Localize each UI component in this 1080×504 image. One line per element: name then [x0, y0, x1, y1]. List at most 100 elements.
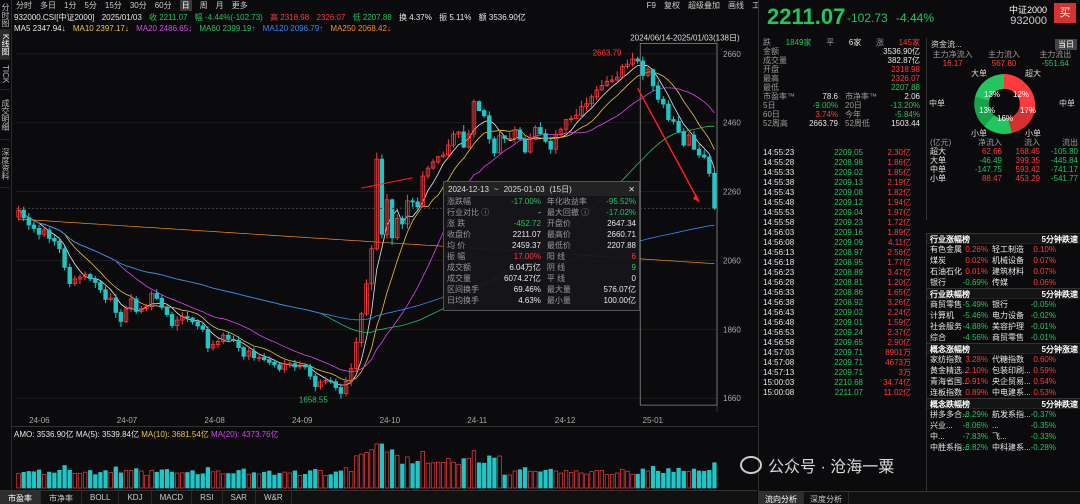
fund-col-header: 流出	[1062, 138, 1078, 147]
candle-body	[338, 387, 344, 394]
indicator-tab-7[interactable]: W&R	[256, 491, 292, 504]
volume-bar	[144, 474, 149, 489]
period-tab-1[interactable]: 多日	[40, 1, 56, 10]
watermark-text: 公众号 · 沧海一粟	[768, 459, 895, 476]
volume-bar	[374, 443, 379, 489]
sector-header[interactable]: 行业跌幅榜 5分钟跌速	[927, 288, 1080, 299]
fund-row: 中单 -147.75 593.42 -741.17	[927, 165, 1080, 174]
indicator-tab-0[interactable]: 市盈率	[0, 491, 41, 504]
sector-header[interactable]: 概念跌幅榜 5分钟跌速	[927, 398, 1080, 409]
indicator-tab-6[interactable]: SAR	[223, 491, 256, 504]
period-tab-5[interactable]: 30分	[129, 1, 147, 10]
indicator-tab-4[interactable]: MACD	[152, 491, 193, 504]
sector-header[interactable]: 行业涨幅榜 5分钟跌速	[927, 233, 1080, 244]
popup-end-date[interactable]: 2025-01-03	[503, 184, 545, 194]
period-tab-6[interactable]: 60分	[154, 1, 172, 10]
sector-row[interactable]: 青海省国... 0.91% 央企贸易... 0.54%	[927, 376, 1080, 387]
sector-name: 中电建系...	[992, 388, 1031, 397]
fund-net-label: 主力净流入	[932, 50, 973, 59]
candle-body	[661, 98, 666, 105]
sector-row[interactable]: 银行 -0.69% 传媒 0.06%	[927, 277, 1080, 288]
volume-bar	[93, 474, 98, 489]
period-tab-9[interactable]: 月	[215, 1, 224, 10]
volume-bar	[553, 470, 558, 489]
fund-today-tab[interactable]: 当日	[1055, 38, 1077, 50]
right-tab-1[interactable]: 深度分析	[804, 492, 849, 504]
tool-2[interactable]: 超级叠加	[688, 1, 720, 10]
mode-2[interactable]: TICK	[0, 60, 10, 90]
candle-body	[364, 283, 369, 315]
volume-bar	[446, 458, 451, 489]
sector-name: 央企贸易...	[992, 377, 1031, 386]
volume-bar	[574, 470, 579, 489]
volume-bar	[16, 473, 21, 489]
y-tick-label: 2460	[723, 119, 741, 128]
period-tab-3[interactable]: 5分	[84, 1, 97, 10]
range-selection-box[interactable]	[639, 43, 718, 406]
popup-value: 2459.37	[512, 241, 541, 250]
mode-1[interactable]: K线图	[0, 30, 10, 60]
mode-3[interactable]: 成交明细	[0, 90, 10, 140]
tick-price: 2209.01	[834, 318, 863, 327]
right-bottom-tabs: 流向分析 深度分析	[759, 491, 1080, 504]
indicator-tab-1[interactable]: 市净率	[41, 491, 82, 504]
sector-header[interactable]: 概念涨幅榜 5分钟涨速	[927, 343, 1080, 354]
sector-row[interactable]: 煤炭 0.02% 机械设备 0.07%	[927, 255, 1080, 266]
fund-flow-title[interactable]: 资金流...	[931, 39, 962, 49]
tick-volume: 2.90亿	[887, 338, 911, 347]
popup-label: 区间换手	[447, 285, 479, 294]
volume-bar	[482, 462, 487, 489]
range-stats-popup[interactable]: 2024-12-13 ~ 2025-01-03 (15日) ✕ 涨跌幅 -17.0…	[443, 181, 640, 311]
sector-tag: 5分钟跌速	[1041, 400, 1078, 409]
buy-button[interactable]: 买	[1054, 3, 1076, 23]
tick-row: 14:57:03 2209.71 8901万	[759, 348, 924, 358]
indicator-tab-3[interactable]: KDJ	[119, 491, 152, 504]
volume-bar	[318, 470, 323, 489]
period-tab-4[interactable]: 15分	[104, 1, 122, 10]
period-tab-10[interactable]: 更多	[231, 1, 248, 10]
period-tab-2[interactable]: 1分	[64, 1, 77, 10]
sector-row[interactable]: 中... -7.83% 飞... -0.33%	[927, 431, 1080, 442]
sector-row[interactable]: 综合 -4.56% 商贸零售 -0.01%	[927, 332, 1080, 343]
sector-row[interactable]: 社会服务 -4.88% 美容护理 -0.01%	[927, 321, 1080, 332]
indicator-tab-2[interactable]: BOLL	[82, 491, 120, 504]
sector-row[interactable]: 拼多多合... -8.29% 航发系指... -0.37%	[927, 409, 1080, 420]
sector-row[interactable]: 连板指数 0.89% 中电建系... 0.53%	[927, 387, 1080, 398]
volume-bar	[195, 474, 200, 489]
tool-1[interactable]: 复权	[664, 1, 680, 10]
sector-row[interactable]: 商贸零售 -5.49% 银行 -0.05%	[927, 299, 1080, 310]
popup-value: 2660.71	[607, 230, 636, 239]
tool-3[interactable]: 画线	[728, 1, 744, 10]
volume-bar	[599, 470, 605, 489]
volume-bar	[712, 462, 717, 489]
sector-row[interactable]: 兴业... -8.06%... -0.35%	[927, 420, 1080, 431]
close-icon[interactable]: ✕	[628, 184, 635, 194]
candle-body	[246, 350, 252, 357]
period-tab-0[interactable]: 分时	[16, 1, 32, 10]
candle-body	[292, 363, 298, 368]
mode-4[interactable]: 深度资料	[0, 140, 10, 188]
tick-list[interactable]: 14:55:23 2209.05 2.30亿 14:55:28 2208.98 1.86亿…	[759, 148, 924, 438]
sector-pct: -4.88%	[962, 322, 988, 331]
sector-row[interactable]: 家纺指数 3.28% 代糖指数 0.60%	[927, 354, 1080, 365]
sector-row[interactable]: 计算机 -5.46% 电力设备 -0.02%	[927, 310, 1080, 321]
kline-chart[interactable]: 2660 2460 2260 2060 1860 1660 24-06 24-07 24-08 2…	[12, 34, 757, 426]
candle-body	[36, 228, 42, 235]
period-tab-7[interactable]: 日	[179, 0, 192, 11]
sector-row[interactable]: 石油石化 0.01% 建筑材料 0.07%	[927, 266, 1080, 277]
indicator-tab-5[interactable]: RSI	[192, 491, 223, 504]
popup-value: -	[538, 208, 541, 217]
fund-row: 超大 62.66 168.45 -105.80	[927, 147, 1080, 156]
period-tab-8[interactable]: 周	[199, 1, 208, 10]
sector-row[interactable]: 有色金属 0.26% 轻工制造 0.10%	[927, 244, 1080, 255]
volume-bar	[451, 461, 456, 489]
sector-row[interactable]: 黄金精选... 2.10% 包装印刷... 0.59%	[927, 365, 1080, 376]
mode-0[interactable]: 分时图	[0, 0, 10, 30]
vol-ma20: MA(20): 4373.76亿	[211, 430, 279, 439]
tool-0[interactable]: F9	[646, 1, 656, 10]
tick-price: 2208.81	[834, 278, 863, 287]
right-tab-0[interactable]: 流向分析	[759, 492, 804, 504]
sector-row[interactable]: 中胜系指... -6.82% 中科建系... -0.28%	[927, 442, 1080, 453]
popup-start-date[interactable]: 2024-12-13	[448, 184, 489, 194]
candle-body	[456, 131, 461, 135]
